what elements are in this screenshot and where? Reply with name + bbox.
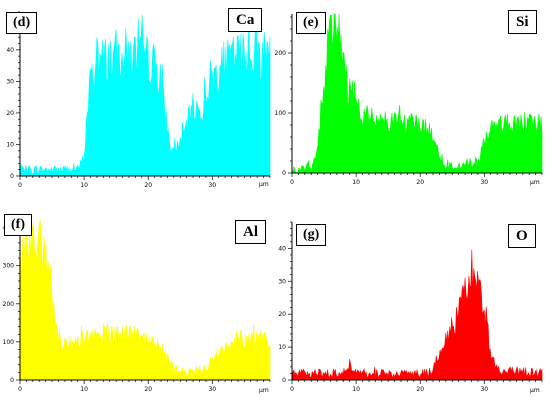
y-tick-label: 0	[282, 377, 286, 384]
y-tick-label: 20	[278, 311, 286, 318]
panel-al: 01020300100200300400µm	[3, 219, 271, 394]
x-unit-label: µm	[259, 181, 269, 188]
x-tick-label: 10	[80, 386, 88, 393]
x-tick-label: 30	[480, 386, 488, 393]
y-tick-label: 20	[6, 110, 14, 117]
x-tick-label: 0	[290, 386, 294, 393]
y-tick-label: 30	[6, 78, 14, 85]
y-tick-label: 10	[278, 344, 286, 351]
x-unit-label: µm	[530, 387, 540, 394]
panel-o: 0 10 20 30 0 10 20 30 40 µm	[278, 221, 543, 394]
x-tick-label: 30	[208, 182, 216, 189]
x-tick-label: 20	[144, 386, 152, 393]
element-label: Si	[508, 10, 537, 34]
panel-label: (f)	[4, 214, 32, 236]
profile-area-o	[291, 249, 543, 381]
x-tick-label: 0	[18, 386, 22, 393]
x-tick-label: 0	[290, 179, 294, 186]
x-tick-label: 10	[352, 386, 360, 393]
profile-area-si	[291, 13, 543, 174]
x-unit-label: µm	[259, 387, 269, 394]
y-tick-label: 10	[6, 141, 14, 148]
y-tick-label: 100	[275, 110, 287, 117]
panel-ca: 010203001020304050µm	[6, 11, 271, 189]
x-tick-label: 20	[144, 182, 152, 189]
panel-label: (g)	[296, 224, 327, 246]
x-tick-label: 20	[416, 179, 424, 186]
x-tick-label: 10	[80, 182, 88, 189]
element-label: Ca	[228, 8, 263, 32]
profile-area-al	[19, 219, 271, 381]
y-tick-label: 200	[275, 50, 287, 57]
x-tick-label: 30	[480, 179, 488, 186]
y-tick-label: 200	[3, 301, 15, 308]
x-tick-label: 10	[352, 179, 360, 186]
element-label: Al	[235, 220, 266, 244]
panel-si: 0 10 20 30 0 100 200 µm	[275, 13, 543, 186]
y-tick-label: 300	[3, 263, 15, 270]
panel-label: (d)	[6, 12, 38, 34]
y-tick-label: 0	[10, 377, 14, 384]
y-tick-label: 0	[10, 173, 14, 180]
x-tick-label: 20	[416, 386, 424, 393]
element-label: O	[508, 224, 536, 248]
y-tick-label: 0	[282, 170, 286, 177]
y-tick-label: 40	[6, 47, 14, 54]
y-tick-label: 100	[3, 339, 15, 346]
y-tick-label: 30	[278, 278, 286, 285]
panel-label: (e)	[296, 12, 326, 34]
x-tick-label: 0	[18, 182, 22, 189]
y-tick-label: 40	[278, 245, 286, 252]
profile-area-ca	[19, 14, 271, 177]
x-tick-label: 30	[208, 386, 216, 393]
x-unit-label: µm	[530, 179, 540, 186]
